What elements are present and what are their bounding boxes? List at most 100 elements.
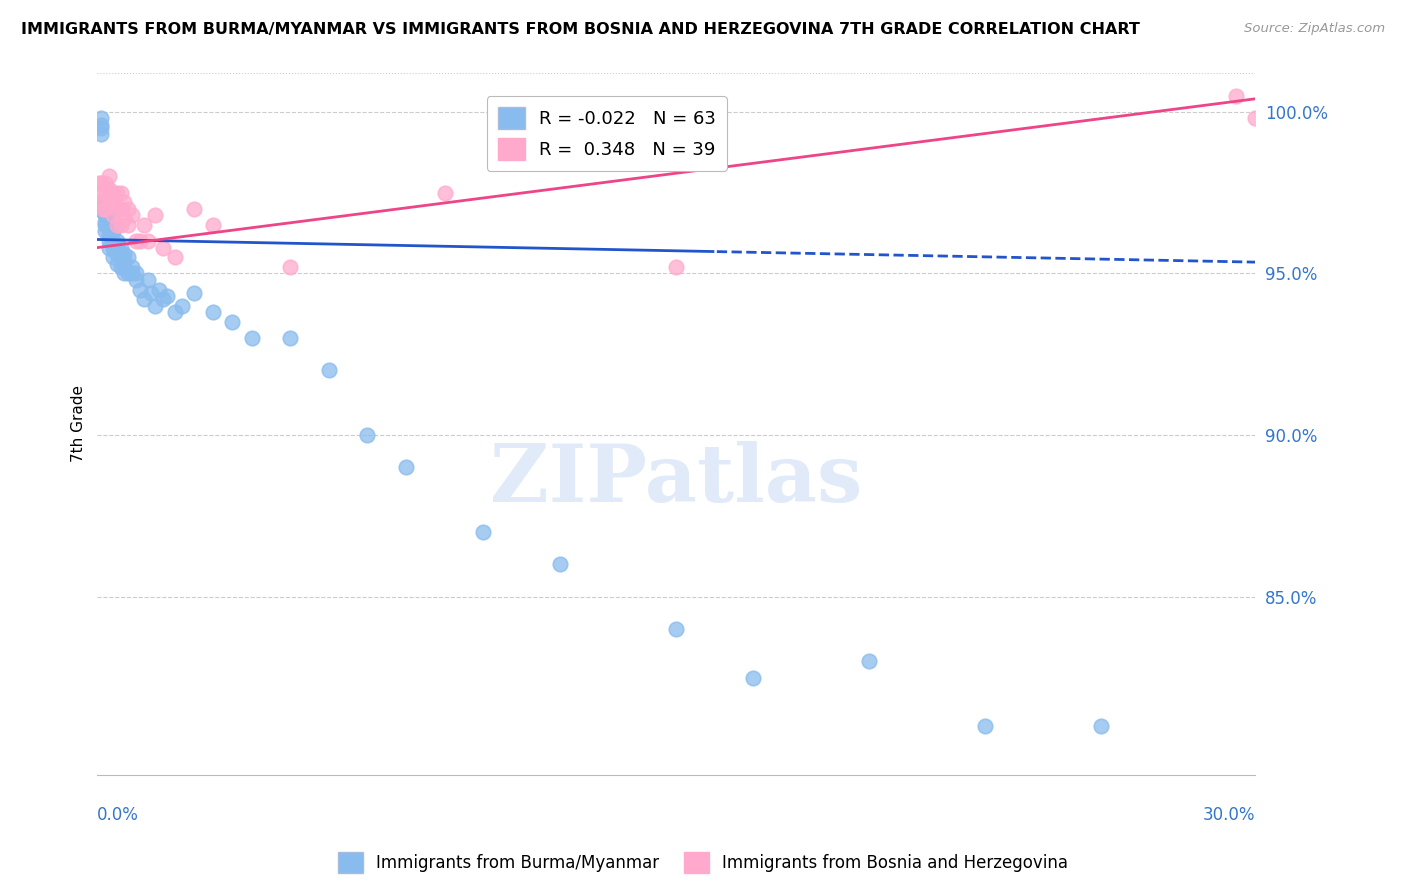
- Point: [110, 247, 132, 261]
- Point: [148, 283, 170, 297]
- Point: [132, 218, 155, 232]
- Point: [356, 428, 378, 442]
- Point: [125, 267, 148, 281]
- Point: [97, 182, 120, 196]
- Point: [433, 186, 456, 200]
- Point: [90, 176, 112, 190]
- Point: [89, 176, 111, 190]
- Point: [101, 186, 124, 200]
- Point: [91, 202, 114, 216]
- Point: [121, 208, 143, 222]
- Point: [128, 283, 150, 297]
- Point: [152, 241, 174, 255]
- Point: [472, 525, 495, 540]
- Point: [163, 250, 186, 264]
- Point: [1225, 88, 1247, 103]
- Point: [97, 234, 120, 248]
- Point: [136, 234, 159, 248]
- Point: [136, 273, 159, 287]
- Point: [110, 186, 132, 200]
- Legend: R = -0.022   N = 63, R =  0.348   N = 39: R = -0.022 N = 63, R = 0.348 N = 39: [486, 96, 727, 170]
- Point: [90, 112, 112, 126]
- Point: [128, 234, 150, 248]
- Text: IMMIGRANTS FROM BURMA/MYANMAR VS IMMIGRANTS FROM BOSNIA AND HERZEGOVINA 7TH GRAD: IMMIGRANTS FROM BURMA/MYANMAR VS IMMIGRA…: [21, 22, 1140, 37]
- Point: [94, 202, 117, 216]
- Point: [101, 224, 124, 238]
- Point: [117, 250, 139, 264]
- Point: [90, 186, 112, 200]
- Point: [97, 169, 120, 184]
- Point: [125, 234, 148, 248]
- Point: [101, 208, 124, 222]
- Point: [858, 654, 880, 668]
- Point: [90, 128, 112, 142]
- Point: [143, 208, 166, 222]
- Point: [110, 218, 132, 232]
- Point: [112, 211, 135, 226]
- Point: [110, 202, 132, 216]
- Point: [97, 221, 120, 235]
- Point: [278, 260, 301, 274]
- Point: [117, 267, 139, 281]
- Point: [152, 293, 174, 307]
- Point: [221, 315, 243, 329]
- Point: [121, 267, 143, 281]
- Point: [125, 273, 148, 287]
- Point: [94, 218, 117, 232]
- Point: [278, 331, 301, 345]
- Point: [665, 622, 688, 636]
- Point: [110, 260, 132, 274]
- Point: [112, 260, 135, 274]
- Point: [97, 241, 120, 255]
- Point: [105, 247, 128, 261]
- Point: [94, 215, 117, 229]
- Point: [105, 234, 128, 248]
- Point: [202, 218, 225, 232]
- Point: [318, 363, 340, 377]
- Text: Source: ZipAtlas.com: Source: ZipAtlas.com: [1244, 22, 1385, 36]
- Text: ZIPatlas: ZIPatlas: [491, 441, 862, 519]
- Point: [105, 186, 128, 200]
- Point: [101, 234, 124, 248]
- Point: [202, 305, 225, 319]
- Point: [665, 260, 688, 274]
- Point: [105, 202, 128, 216]
- Point: [105, 257, 128, 271]
- Point: [101, 241, 124, 255]
- Point: [110, 241, 132, 255]
- Point: [112, 195, 135, 210]
- Point: [117, 202, 139, 216]
- Point: [172, 299, 194, 313]
- Point: [96, 208, 118, 222]
- Point: [117, 218, 139, 232]
- Point: [105, 218, 128, 232]
- Point: [90, 118, 112, 132]
- Point: [163, 305, 186, 319]
- Point: [101, 250, 124, 264]
- Point: [1244, 112, 1267, 126]
- Point: [91, 195, 114, 210]
- Text: 0.0%: 0.0%: [97, 806, 139, 824]
- Point: [550, 558, 572, 572]
- Point: [112, 253, 135, 268]
- Point: [240, 331, 263, 345]
- Point: [395, 460, 418, 475]
- Point: [97, 227, 120, 242]
- Point: [1090, 719, 1112, 733]
- Point: [97, 195, 120, 210]
- Point: [183, 202, 205, 216]
- Point: [156, 289, 179, 303]
- Point: [141, 285, 163, 300]
- Text: 30.0%: 30.0%: [1202, 806, 1256, 824]
- Point: [121, 260, 143, 274]
- Point: [94, 186, 117, 200]
- Point: [105, 241, 128, 255]
- Point: [112, 267, 135, 281]
- Point: [94, 176, 117, 190]
- Point: [183, 285, 205, 300]
- Point: [90, 195, 112, 210]
- Point: [973, 719, 995, 733]
- Point: [132, 293, 155, 307]
- Point: [100, 218, 122, 232]
- Point: [101, 195, 124, 210]
